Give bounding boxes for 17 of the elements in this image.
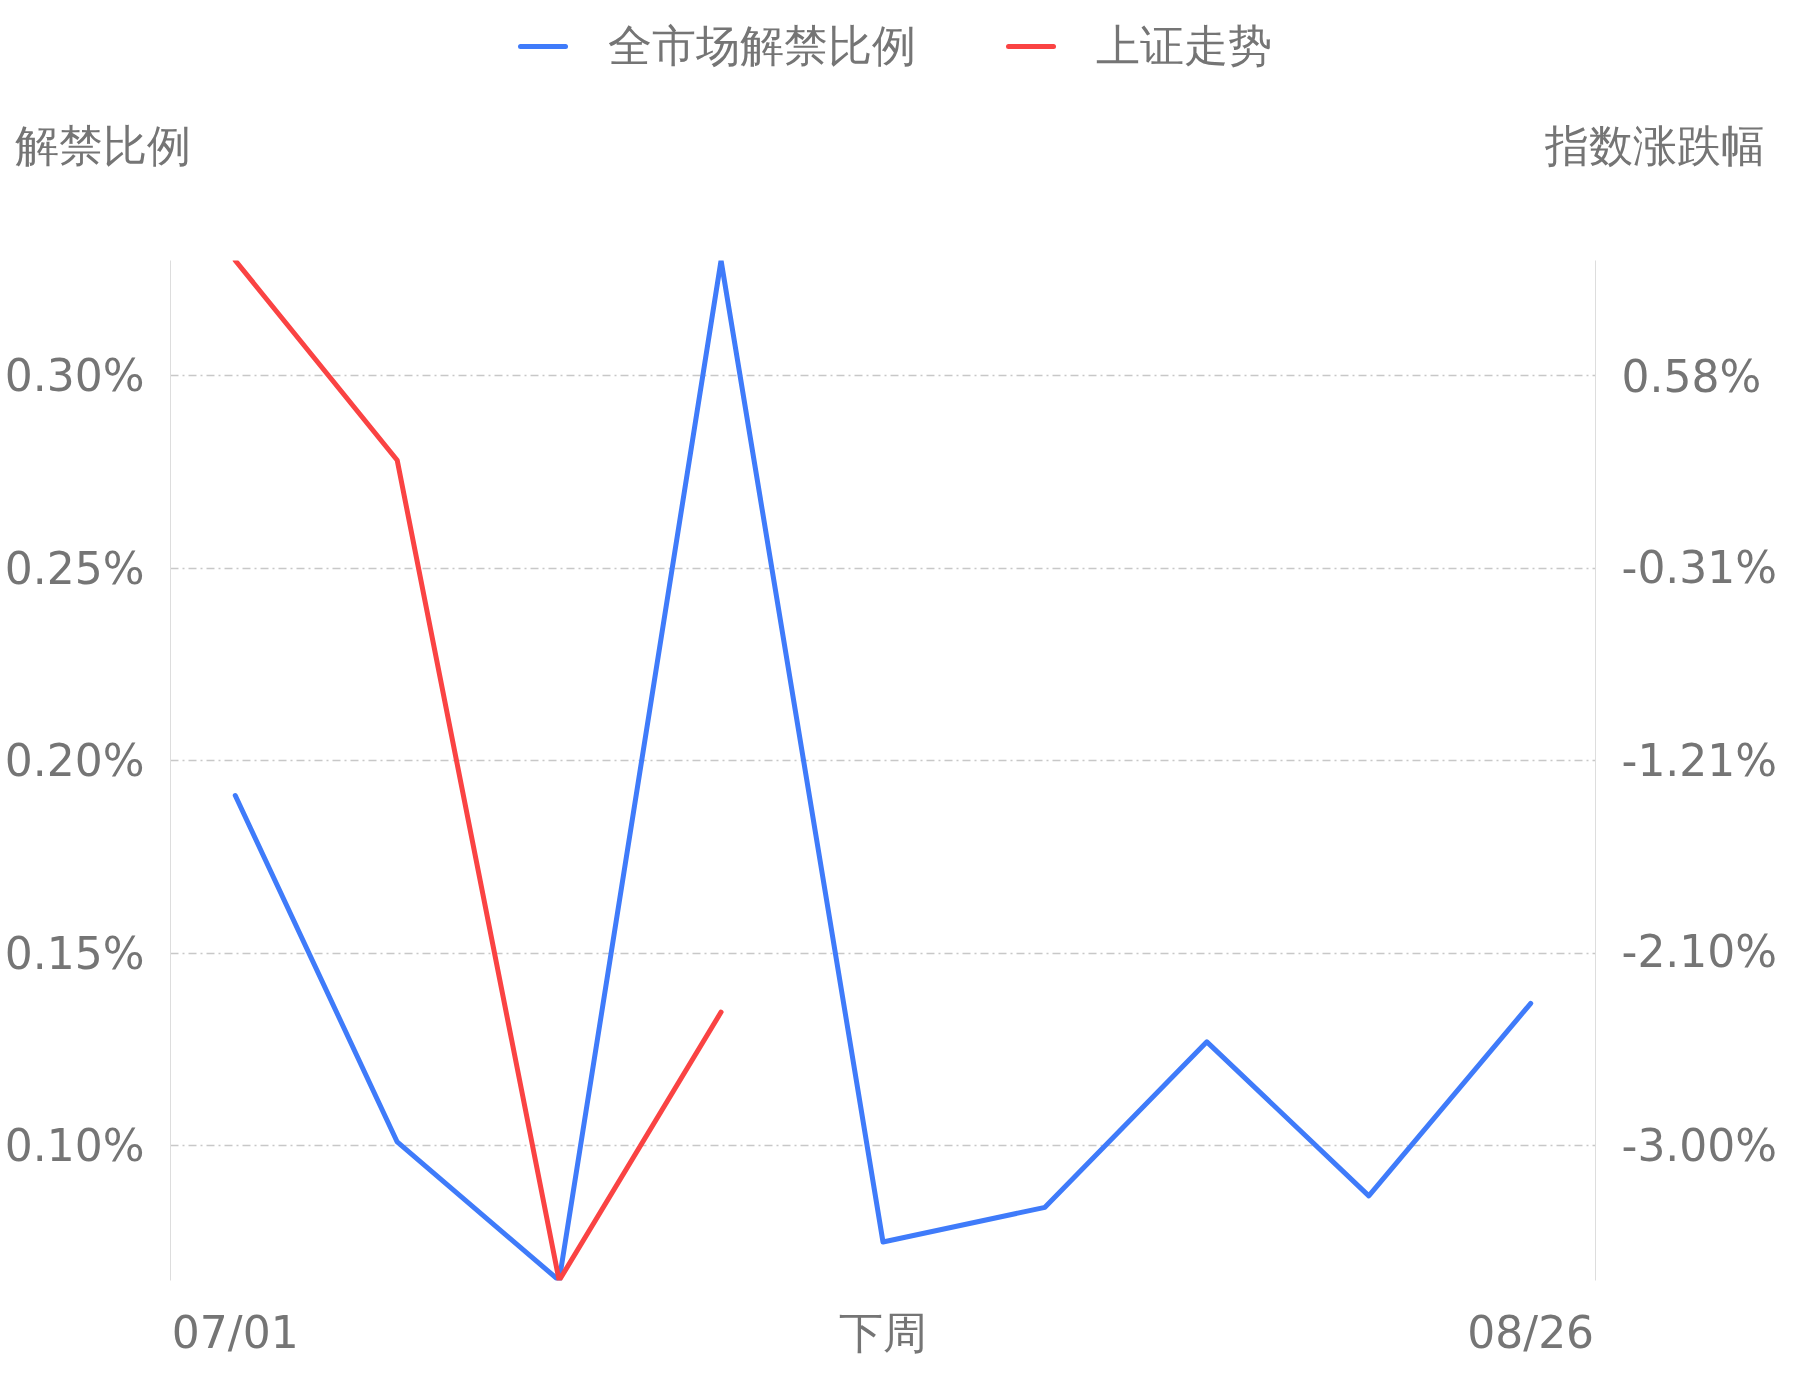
legend-label: 全市场解禁比例: [608, 19, 916, 73]
y2-tick-label: -1.21%: [1621, 735, 1778, 787]
y2-tick-label: 0.58%: [1621, 350, 1762, 402]
y2-tick-label: -0.31%: [1621, 542, 1778, 594]
y-tick-label: 0.25%: [4, 542, 145, 594]
y-tick-label: 0.15%: [4, 927, 145, 979]
y-tick-label: 0.10%: [4, 1120, 145, 1172]
x-tick-label: 下周: [839, 1306, 927, 1358]
x-tick-label: 08/26: [1467, 1306, 1595, 1358]
y-axis-title: 解禁比例: [15, 119, 191, 173]
y-tick-label: 0.30%: [4, 350, 145, 402]
y-tick-label: 0.20%: [4, 735, 145, 787]
y2-tick-label: -3.00%: [1621, 1119, 1778, 1171]
y2-tick-label: -2.10%: [1621, 926, 1778, 978]
x-tick-label: 07/01: [171, 1306, 299, 1358]
y2-axis-title: 指数涨跌幅: [1545, 119, 1765, 173]
legend-label: 上证走势: [1096, 19, 1272, 73]
